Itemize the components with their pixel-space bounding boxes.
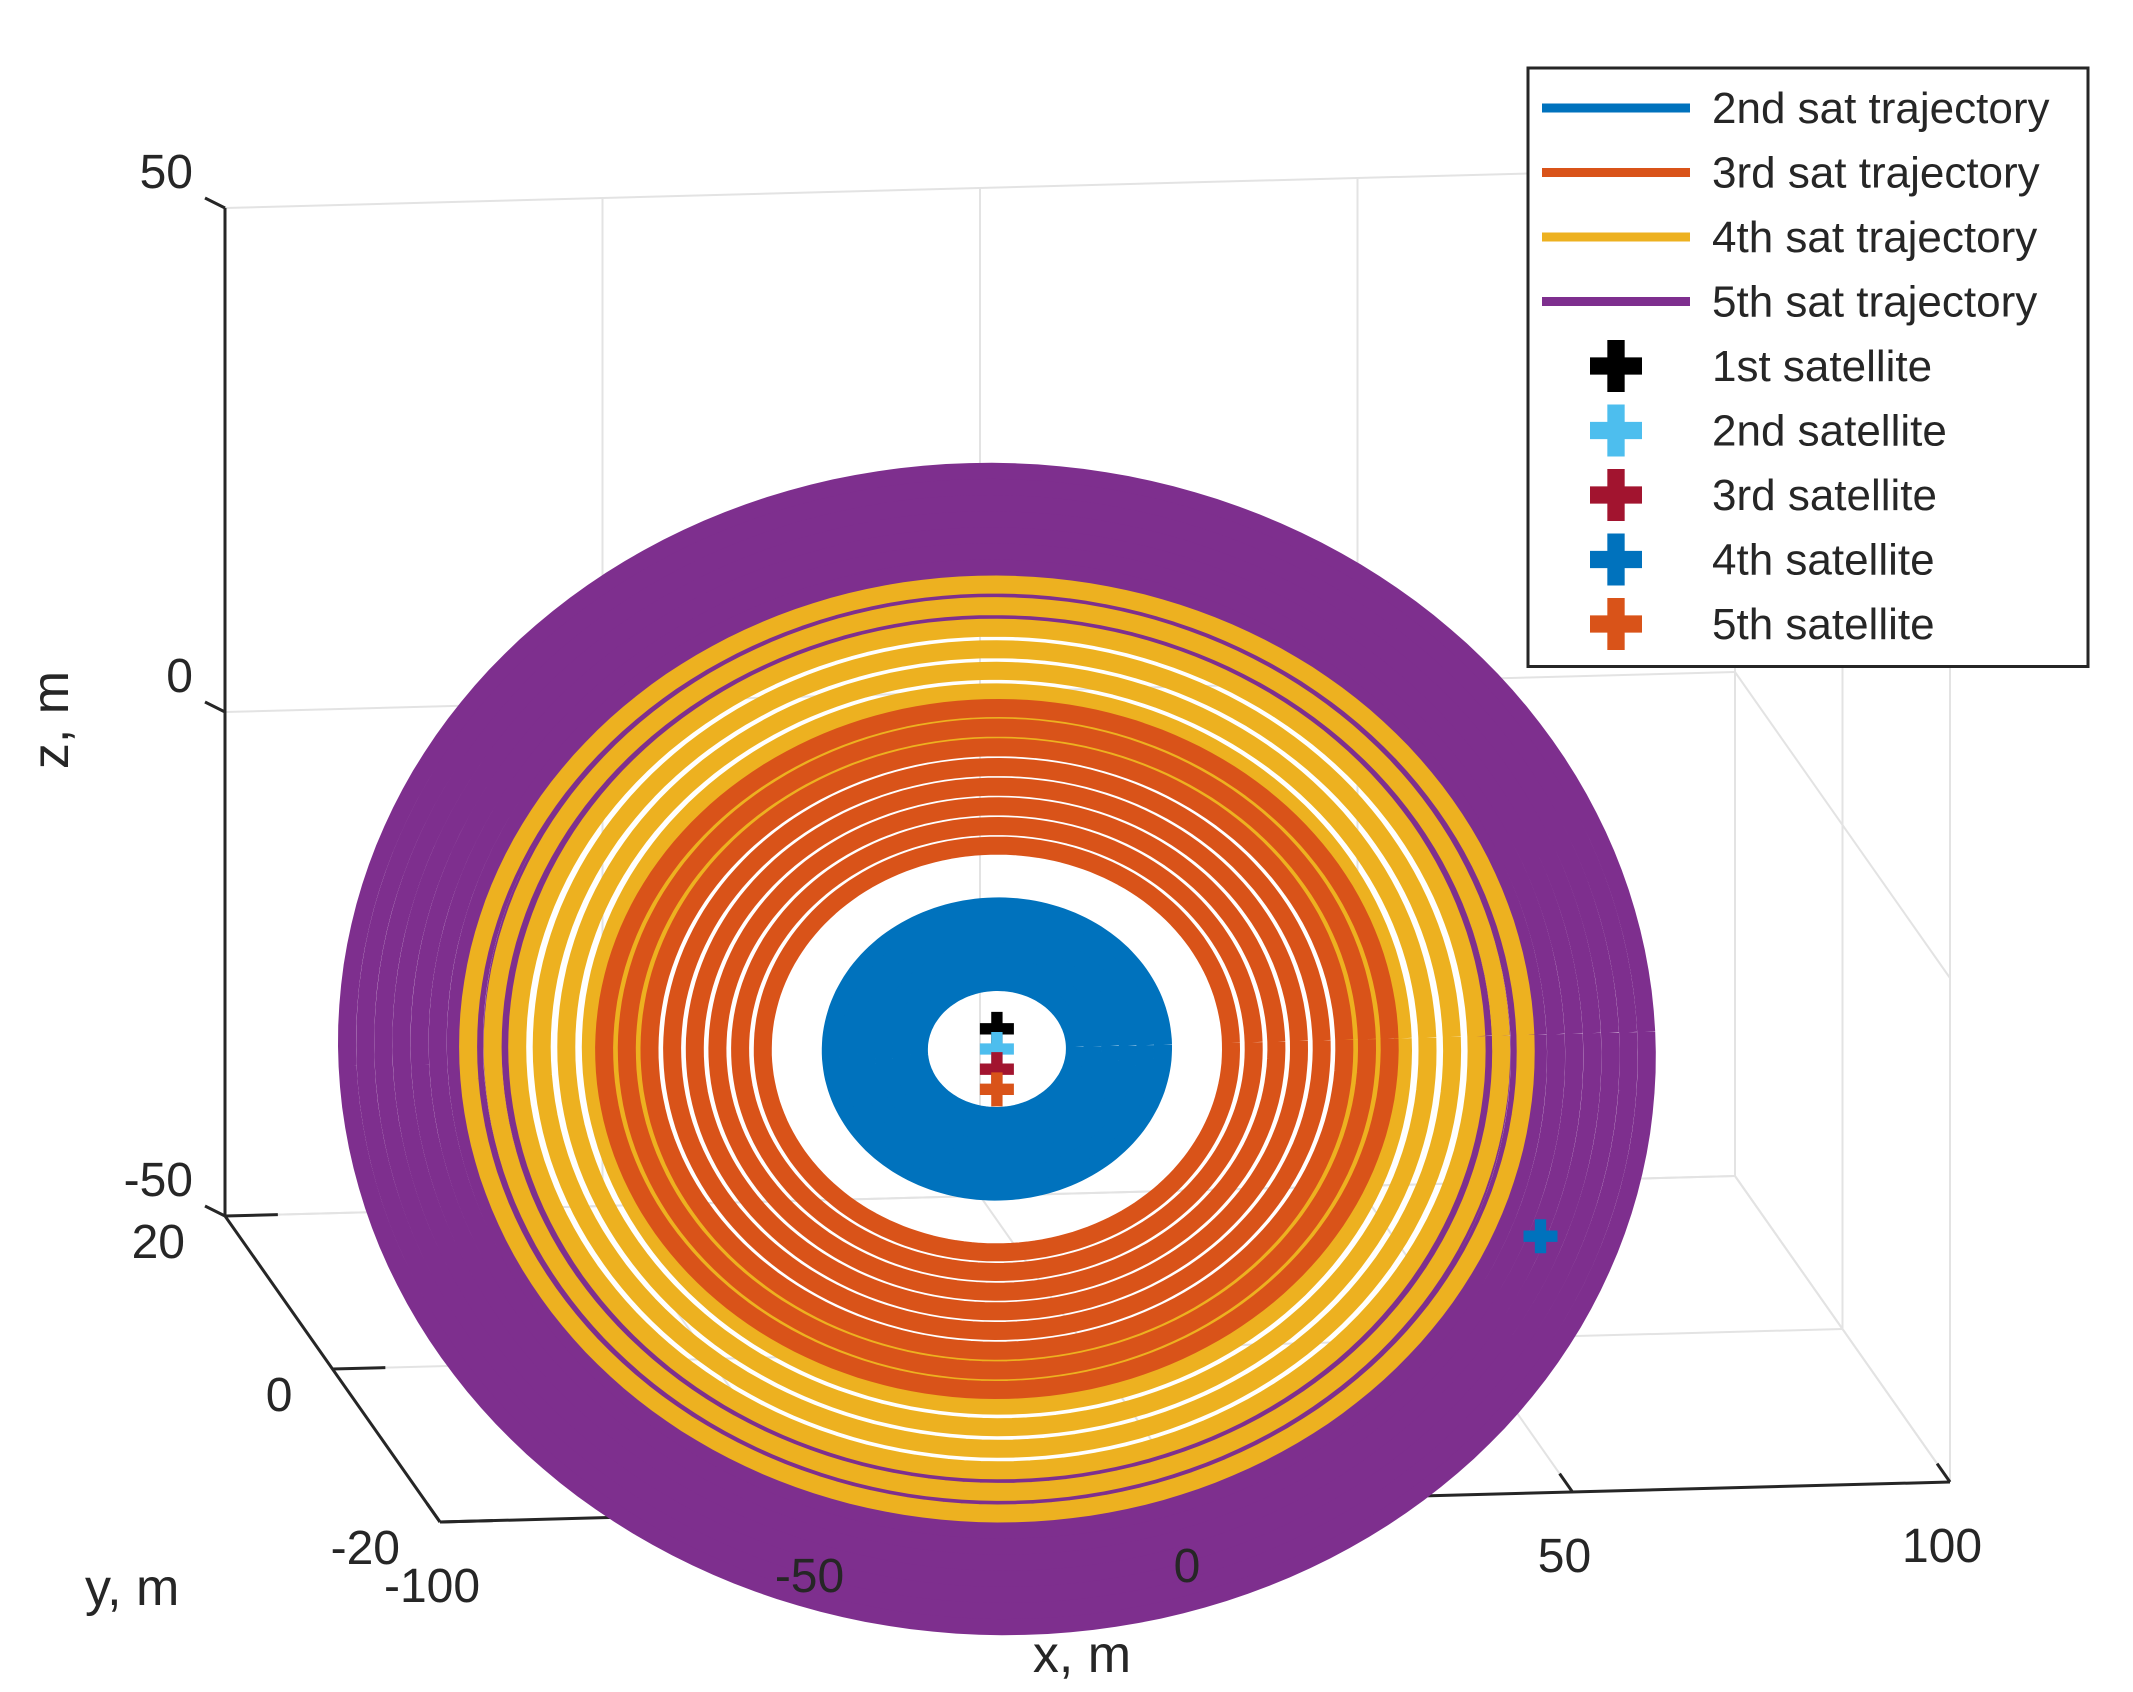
legend-label: 4th sat trajectory [1712,213,2037,262]
trajectory-loop [874,942,1120,1156]
series-layer [337,462,1656,1636]
legend-label: 5th satellite [1712,600,1935,649]
tick-labels: -100 -50 0 50 100 -20 0 20 -50 0 50 [124,146,1982,1613]
side-gridline-z [1734,671,1951,979]
marker-5th-satellite [979,1072,1014,1107]
x-tick-label: 0 [1174,1540,1201,1593]
marker-3rd-satellite [979,1052,1014,1087]
z-tick-mark [204,700,226,714]
legend-item[interactable]: 5th sat trajectory [1542,278,2037,327]
trajectory-3rd-sat-trajectory [595,698,1399,1400]
y-axis-label: y, m [85,1559,179,1617]
x-tick-label: 50 [1538,1530,1591,1583]
trajectory-loop [685,777,1309,1321]
trajectory-loop [410,527,1584,1571]
trajectory-loop [557,661,1437,1437]
legend-label: 2nd sat trajectory [1712,84,2050,133]
trajectory-loop [508,618,1486,1480]
x-tick-mark [1935,1462,1952,1483]
trajectory-loop [731,816,1263,1282]
legend-item[interactable]: 3rd satellite [1590,469,1937,521]
trajectory-loop [446,559,1548,1539]
z-tick-label: 0 [166,650,193,703]
legend-item[interactable]: 1st satellite [1590,340,1932,392]
z-tick-label: -50 [124,1154,193,1207]
y-tick-mark [332,1366,386,1371]
trajectory-loop [374,494,1620,1604]
legend-label: 3rd satellite [1712,471,1937,520]
x-axis-label: x, m [1033,1626,1131,1684]
trajectory-loop [428,543,1566,1555]
legend-marker-swatch [1590,533,1642,586]
z-tick-mark [204,1204,226,1218]
back-gridline-z [224,167,1736,209]
legend-item[interactable]: 3rd sat trajectory [1542,149,2040,198]
trajectory-loop [392,511,1602,1587]
y-tick-label: -20 [331,1522,400,1575]
trajectory-loop [581,683,1413,1415]
trajectory-loop [663,757,1331,1341]
x-tick-mark [1558,1472,1574,1493]
legend-label: 1st satellite [1712,342,1932,391]
x-tick-label: -100 [384,1560,480,1613]
side-gridline-z [1734,1175,1951,1483]
y-tick-mark [224,1213,278,1218]
trajectory-loop [483,597,1511,1501]
marker-4th-satellite [1523,1219,1558,1254]
trajectory-loop [821,897,1172,1201]
legend-marker-swatch [1590,598,1642,650]
trajectory-loop [708,797,1286,1301]
legend-label: 4th satellite [1712,536,1935,585]
legend-label: 2nd satellite [1712,407,1947,456]
y-tick-label: 20 [132,1216,185,1269]
y-tick-mark [439,1519,493,1524]
legend-marker-swatch [1590,340,1642,392]
trajectory-loop [909,973,1084,1125]
z-tick-label: 50 [140,146,193,199]
legend-item[interactable]: 4th satellite [1590,533,1935,586]
trajectory-loop [532,640,1462,1458]
x-tick-label: -50 [775,1550,844,1603]
z-axis-label: z, m [22,671,80,769]
trajectory-loop [839,912,1155,1186]
axes-layer [204,196,1952,1524]
legend-marker-swatch [1590,404,1642,457]
trajectory-2nd-sat-trajectory [821,897,1172,1201]
z-tick-mark [204,196,226,210]
trajectory-loop [753,836,1241,1262]
y-tick-label: 0 [266,1369,293,1422]
legend-marker-swatch [1590,469,1642,521]
legend[interactable]: 2nd sat trajectory 3rd sat trajectory 4th … [1526,66,2090,668]
legend-item[interactable]: 4th sat trajectory [1542,213,2037,262]
marker-1st-satellite [979,1011,1014,1046]
trajectory-loop [356,478,1638,1620]
legend-label: 3rd sat trajectory [1712,149,2040,198]
legend-item[interactable]: 2nd sat trajectory [1542,84,2050,133]
legend-item[interactable]: 5th satellite [1590,598,1935,650]
trajectory-loop [595,698,1399,1400]
trajectory-loop [857,927,1137,1171]
trajectory-loop [617,718,1377,1380]
trajectory-loop [337,462,1656,1636]
trajectory-loop [892,957,1102,1141]
x-tick-label: 100 [1902,1520,1982,1573]
trajectory-loop [459,575,1535,1523]
legend-label: 5th sat trajectory [1712,278,2037,327]
legend-item[interactable]: 2nd satellite [1590,404,1947,457]
trajectory-loop [640,738,1354,1360]
marker-2nd-satellite [979,1032,1014,1066]
x-tick-mark [425,1502,442,1523]
